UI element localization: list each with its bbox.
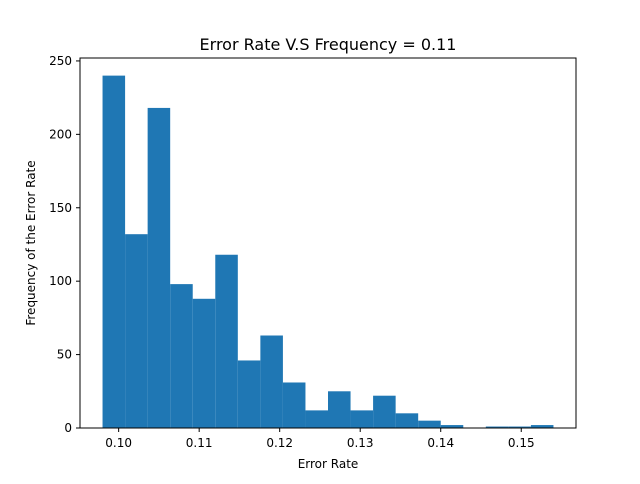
histogram-bar — [282, 382, 306, 428]
y-tick-label: 0 — [64, 421, 72, 435]
histogram-bar — [147, 107, 171, 429]
x-axis-ticks: 0.10 0.11 0.12 0.13 0.14 0.15 — [105, 428, 535, 450]
y-tick-label: 100 — [49, 274, 72, 288]
x-tick-label: 0.13 — [347, 436, 374, 450]
y-axis-label: Frequency of the Error Rate — [24, 160, 38, 325]
histogram-bar — [395, 413, 419, 428]
x-tick-label: 0.15 — [508, 436, 535, 450]
histogram-bar — [237, 360, 261, 428]
plot-frame — [79, 57, 577, 429]
histogram-bar — [102, 75, 126, 428]
histogram-bar — [192, 298, 216, 428]
histogram-bar — [418, 420, 441, 428]
y-tick-label: 150 — [49, 201, 72, 215]
histogram-bar — [373, 395, 396, 428]
y-tick-label: 250 — [49, 54, 72, 68]
x-tick-label: 0.10 — [105, 436, 132, 450]
y-tick-label: 200 — [49, 127, 72, 141]
x-tick-label: 0.12 — [266, 436, 293, 450]
x-tick-label: 0.14 — [427, 436, 454, 450]
histogram-bar — [125, 234, 148, 428]
histogram-bar — [350, 410, 374, 428]
chart-title: Error Rate V.S Frequency = 0.11 — [200, 35, 457, 54]
x-axis-label: Error Rate — [298, 457, 359, 471]
histogram-bar — [260, 335, 283, 428]
y-tick-label: 50 — [57, 348, 72, 362]
histogram-bar — [305, 410, 328, 428]
y-axis-ticks: 0 50 100 150 200 250 — [49, 54, 80, 435]
histogram-bar — [530, 425, 554, 428]
histogram-bar — [215, 254, 238, 428]
x-tick-label: 0.11 — [186, 436, 213, 450]
histogram-bar — [508, 426, 531, 428]
bars-group — [102, 75, 554, 429]
histogram-bar — [440, 425, 464, 428]
histogram-bar — [328, 391, 351, 428]
histogram-bar — [170, 284, 193, 428]
histogram-bar — [485, 426, 509, 428]
